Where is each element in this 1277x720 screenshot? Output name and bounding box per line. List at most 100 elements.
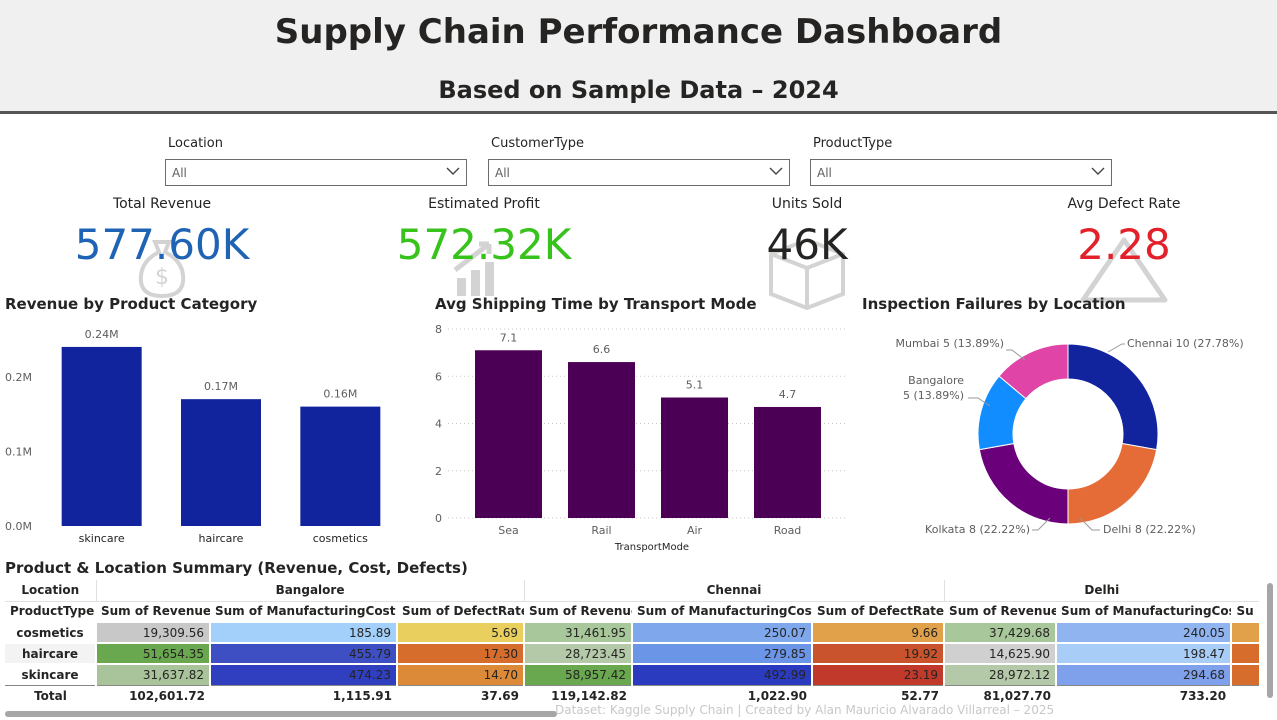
y-tick-label: 0.0M — [5, 520, 32, 533]
total-cell: 119,142.82 — [524, 684, 633, 706]
location-header-row: Location Bangalore Chennai Delhi — [5, 580, 1260, 602]
kpi-value-wrap: $ 577.60K — [42, 220, 282, 298]
customertype-slicer: CustomerType All — [488, 136, 790, 186]
producttype-header[interactable]: ProductType — [5, 601, 96, 623]
y-tick-label: 4 — [435, 418, 442, 431]
location-group-header[interactable]: Chennai — [523, 580, 945, 602]
table-cell: 28,723.45 — [523, 642, 633, 664]
producttype-dropdown[interactable]: All — [810, 159, 1112, 186]
leader-line — [1107, 343, 1125, 353]
vertical-scrollbar[interactable] — [1267, 583, 1273, 698]
y-tick-label: 8 — [435, 323, 442, 336]
kpi-label: Total Revenue — [112, 196, 212, 212]
warning-icon — [1080, 237, 1168, 303]
bar-rail — [568, 362, 635, 518]
y-tick-label: 0 — [435, 512, 442, 525]
customertype-dropdown[interactable]: All — [488, 159, 790, 186]
summary-table: Location Bangalore Chennai Delhi ProductType… — [5, 580, 1260, 706]
column-header[interactable]: Sum of ManufacturingCost — [632, 601, 813, 623]
column-header[interactable]: Sum of Revenue — [96, 601, 210, 623]
bar-haircare — [181, 399, 261, 526]
table-cell: 185.89 — [209, 621, 397, 643]
data-label: 5.1 — [686, 379, 704, 392]
table-row: cosmetics 19,309.56 185.89 5.69 31,461.95 250… — [5, 621, 1260, 643]
column-header[interactable]: Sum of ManufacturingCost — [210, 601, 397, 623]
chart-title: Revenue by Product Category — [5, 295, 258, 313]
bar-air — [661, 397, 728, 518]
table-cell: 279.85 — [631, 642, 813, 664]
total-cell: 1,115.91 — [210, 684, 397, 706]
kpi-avg-defect-rate: Avg Defect Rate 2.28 — [1004, 196, 1244, 303]
kpi-value: 577.60K — [74, 220, 250, 269]
column-header[interactable]: Su — [1231, 601, 1260, 623]
kpi-label: Estimated Profit — [428, 196, 540, 212]
table-cell: 474.23 — [209, 663, 397, 685]
total-cell — [1231, 684, 1260, 706]
y-tick-label: 6 — [435, 370, 442, 383]
kpi-total-revenue: Total Revenue $ 577.60K — [42, 196, 282, 298]
kpi-label: Avg Defect Rate — [1067, 196, 1181, 212]
location-group-header[interactable]: Delhi — [943, 580, 1260, 602]
location-slicer: Location All — [165, 136, 467, 186]
table-cell: 28,972.12 — [943, 663, 1057, 685]
footer-credit: Dataset: Kaggle Supply Chain | Created b… — [555, 703, 1055, 717]
y-tick-label: 0.1M — [5, 445, 32, 458]
horizontal-scrollbar[interactable] — [5, 711, 557, 717]
total-cell: 102,601.72 — [96, 684, 210, 706]
shipping-time-chart: 0 2 4 6 8 7.1 Sea 6.6 Rail 5.1 Air 4.7 Road Transport… — [435, 323, 848, 553]
table-cell: 14,625.90 — [943, 642, 1057, 664]
summary-matrix: Location Bangalore Chennai Delhi ProductType… — [5, 580, 1267, 708]
column-header[interactable]: Sum of Revenue — [944, 601, 1057, 623]
table-cell: 37,429.68 — [943, 621, 1057, 643]
kpi-value: 46K — [766, 220, 848, 269]
inspection-failures-donut: Chennai 10 (27.78%) Delhi 8 (22.22%) Kolka… — [896, 337, 1244, 536]
kpi-label: Units Sold — [771, 196, 843, 212]
bar-cosmetics — [300, 406, 381, 526]
data-label: 7.1 — [500, 331, 518, 344]
location-header: Location — [5, 580, 96, 602]
chart-title: Inspection Failures by Location — [862, 295, 1126, 313]
slice-delhi — [1067, 442, 1158, 525]
column-header[interactable]: Sum of ManufacturingCost — [1056, 601, 1232, 623]
x-axis-label: TransportMode — [614, 542, 689, 553]
table-cell: 5.69 — [395, 621, 525, 643]
table-cell: 294.68 — [1055, 663, 1232, 685]
table-title: Product & Location Summary (Revenue, Cos… — [5, 559, 468, 577]
column-header-row: ProductType Sum of Revenue Sum of Manufact… — [5, 601, 1260, 623]
location-dropdown[interactable]: All — [165, 159, 467, 186]
slice-kolkata — [978, 442, 1069, 525]
x-tick-label: skincare — [79, 532, 125, 545]
column-header[interactable]: Sum of Revenue — [524, 601, 633, 623]
table-cell: 240.05 — [1055, 621, 1232, 643]
x-tick-label: Sea — [498, 524, 519, 537]
row-header: haircare — [5, 642, 96, 664]
total-cell: 1,022.90 — [632, 684, 813, 706]
table-cell: 19.92 — [811, 642, 945, 664]
x-tick-label: Air — [687, 524, 703, 537]
total-row: Total 102,601.72 1,115.91 37.69 119,142.82 1,… — [5, 684, 1260, 706]
slicer-label: CustomerType — [491, 136, 585, 151]
x-tick-label: cosmetics — [313, 532, 368, 545]
page-subtitle: Based on Sample Data – 2024 — [438, 76, 839, 104]
table-cell: 250.07 — [631, 621, 813, 643]
x-tick-label: Road — [774, 524, 802, 537]
location-group-header[interactable]: Bangalore — [95, 580, 525, 602]
table-cell: 31,461.95 — [523, 621, 633, 643]
slice-label: Chennai 10 (27.78%) — [1127, 337, 1244, 350]
column-header[interactable]: Sum of DefectRate — [812, 601, 945, 623]
total-cell: 52.77 — [812, 684, 945, 706]
data-label: 0.17M — [204, 380, 238, 393]
data-label: 0.24M — [85, 328, 119, 341]
dashboard-header: Supply Chain Performance Dashboard Based… — [0, 0, 1277, 114]
slice-mumbai — [998, 343, 1069, 400]
table-cell: 14.70 — [395, 663, 525, 685]
column-header[interactable]: Sum of DefectRate — [397, 601, 525, 623]
table-cell: 455.79 — [209, 642, 397, 664]
slice-label: 5 (13.89%) — [903, 389, 964, 402]
producttype-slicer: ProductType All — [810, 136, 1112, 186]
data-label: 4.7 — [779, 388, 797, 401]
bar-skincare — [61, 346, 142, 526]
kpi-value-wrap: 46K — [687, 220, 927, 310]
table-cell: 9.66 — [811, 621, 945, 643]
table-cell: 492.99 — [631, 663, 813, 685]
